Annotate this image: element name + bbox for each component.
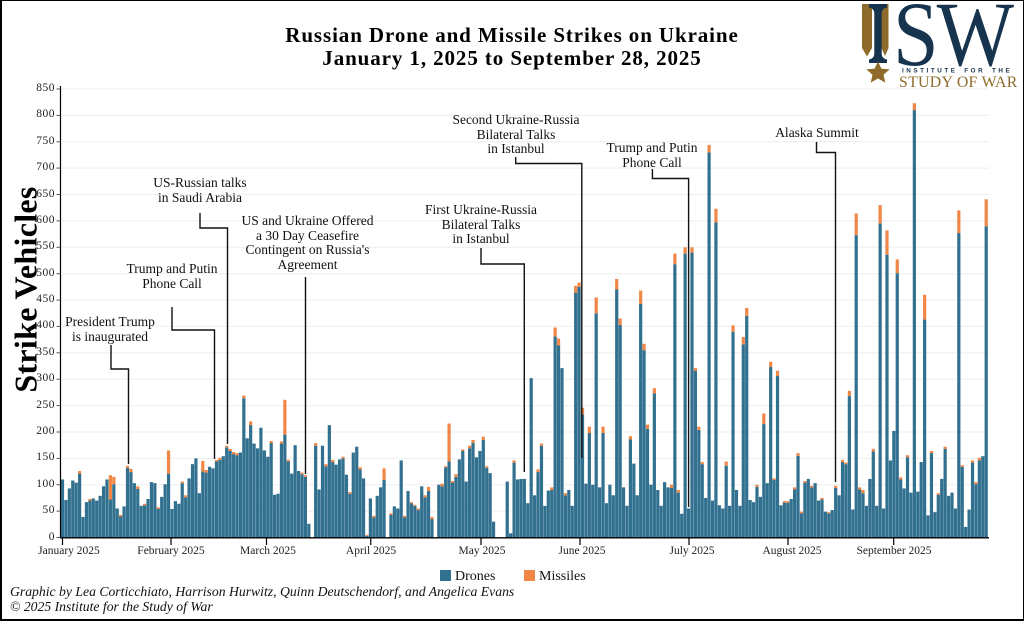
svg-text:STUDY OF WAR: STUDY OF WAR bbox=[899, 74, 1018, 91]
svg-text:INSTITUTE FOR THE: INSTITUTE FOR THE bbox=[902, 68, 1012, 75]
svg-text:SW: SW bbox=[893, 0, 1014, 85]
